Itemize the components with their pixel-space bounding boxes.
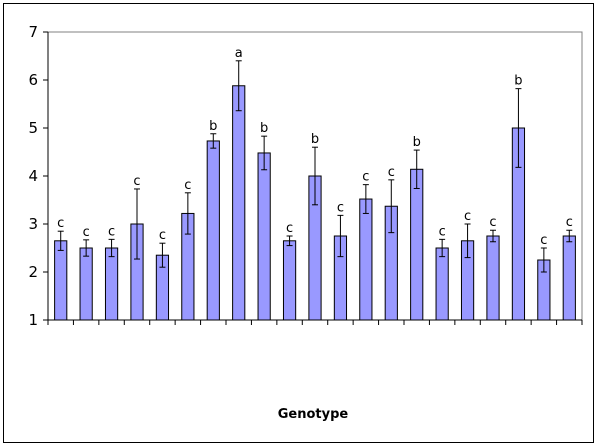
data-label: c: [184, 178, 191, 193]
bar: [232, 85, 246, 321]
bar: [282, 240, 297, 321]
bar: [206, 140, 220, 321]
y-tick-label: 7: [28, 23, 38, 41]
x-axis-label: Genotype: [278, 407, 349, 422]
data-label: c: [362, 170, 369, 185]
data-label: c: [388, 165, 395, 180]
data-label: b: [514, 74, 522, 89]
data-label: c: [566, 215, 573, 230]
data-label: c: [159, 228, 166, 243]
data-label: c: [489, 215, 496, 230]
data-label: c: [83, 225, 90, 240]
data-label: c: [133, 174, 140, 189]
data-label: c: [439, 224, 446, 239]
bar: [435, 247, 449, 321]
bar: [359, 198, 373, 321]
y-tick-label: 3: [28, 215, 38, 233]
y-tick-label: 1: [28, 311, 38, 329]
data-label: c: [57, 216, 64, 231]
data-label: b: [209, 119, 217, 134]
bar: [562, 235, 576, 321]
data-label: c: [337, 200, 344, 215]
bar: [104, 247, 119, 321]
y-tick-label: 5: [28, 119, 38, 137]
bar: [410, 168, 424, 321]
data-label: c: [464, 209, 471, 224]
bar: [257, 152, 271, 321]
bar: [486, 235, 500, 321]
data-label: c: [108, 224, 115, 239]
y-tick-label: 2: [28, 263, 38, 281]
data-label: b: [413, 135, 421, 150]
data-label: a: [235, 46, 243, 61]
y-tick-label: 4: [28, 167, 38, 185]
data-label: c: [286, 221, 293, 236]
y-tick-label: 6: [28, 71, 38, 89]
data-label: c: [540, 233, 547, 248]
bar: [54, 240, 68, 321]
data-label: b: [311, 132, 319, 147]
data-label: b: [260, 121, 268, 136]
bar: [79, 247, 93, 321]
